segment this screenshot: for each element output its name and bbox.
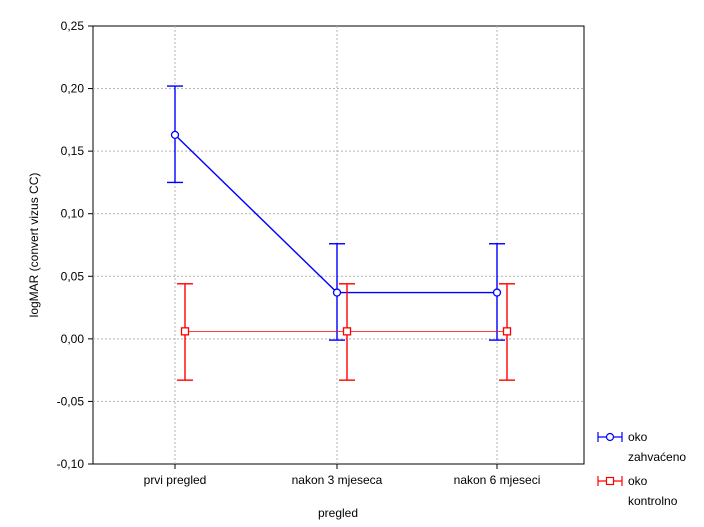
y-tick-label: 0,25 bbox=[61, 19, 85, 33]
x-tick-label: nakon 6 mjeseci bbox=[454, 473, 541, 487]
legend-marker bbox=[605, 476, 615, 486]
legend-label: zahvaćeno bbox=[628, 450, 686, 464]
y-tick-label: 0,10 bbox=[61, 207, 85, 221]
legend-label: oko bbox=[628, 474, 648, 488]
y-tick-label: -0,05 bbox=[57, 394, 85, 408]
x-tick-label: prvi pregled bbox=[144, 473, 207, 487]
x-axis-label: pregled bbox=[318, 506, 358, 520]
data-point bbox=[502, 327, 512, 336]
y-tick-label: 0,15 bbox=[61, 144, 85, 158]
series-1 bbox=[167, 85, 505, 341]
legend-entry-2: oko kontrolno bbox=[597, 474, 678, 508]
series-2 bbox=[177, 283, 515, 381]
y-tick-label: -0,10 bbox=[57, 457, 85, 471]
y-axis-label: logMAR (convert vizus CC) bbox=[27, 173, 41, 318]
series-layer bbox=[167, 85, 515, 381]
legend: oko zahvaćeno oko kontrolno bbox=[597, 430, 686, 508]
legend-label: oko bbox=[628, 430, 648, 444]
data-point bbox=[332, 288, 342, 297]
legend-entry-1: oko zahvaćeno bbox=[597, 430, 686, 464]
data-point bbox=[170, 130, 180, 140]
plot-area bbox=[92, 25, 585, 465]
y-tick-label: 0,05 bbox=[61, 269, 85, 283]
x-tick-label: nakon 3 mjeseca bbox=[292, 473, 383, 487]
y-tick-label: 0,00 bbox=[61, 332, 85, 346]
y-axis: 0,25 0,20 0,15 0,10 0,05 0,00 -0,05 -0,10 bbox=[57, 19, 93, 471]
data-point bbox=[492, 288, 502, 297]
x-axis: prvi pregled nakon 3 mjeseca nakon 6 mjese… bbox=[144, 464, 541, 487]
y-tick-label: 0,20 bbox=[61, 82, 85, 96]
legend-marker bbox=[605, 432, 615, 442]
data-point bbox=[342, 327, 352, 336]
legend-label: kontrolno bbox=[628, 494, 678, 508]
data-point bbox=[180, 327, 190, 336]
